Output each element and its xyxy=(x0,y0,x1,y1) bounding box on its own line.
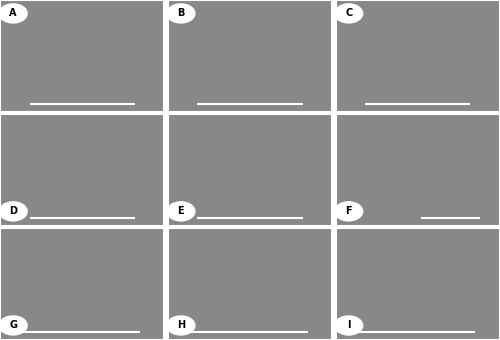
Circle shape xyxy=(167,4,195,23)
Text: H: H xyxy=(177,321,185,330)
Text: A: A xyxy=(10,8,17,18)
Circle shape xyxy=(334,202,362,221)
Circle shape xyxy=(0,316,27,335)
Circle shape xyxy=(0,202,27,221)
Circle shape xyxy=(334,4,362,23)
Text: G: G xyxy=(9,321,17,330)
Circle shape xyxy=(334,316,362,335)
Text: F: F xyxy=(346,206,352,216)
Text: B: B xyxy=(177,8,184,18)
Text: D: D xyxy=(9,206,17,216)
Text: I: I xyxy=(347,321,350,330)
Text: E: E xyxy=(178,206,184,216)
Circle shape xyxy=(167,316,195,335)
Text: C: C xyxy=(345,8,352,18)
Circle shape xyxy=(167,202,195,221)
Circle shape xyxy=(0,4,27,23)
